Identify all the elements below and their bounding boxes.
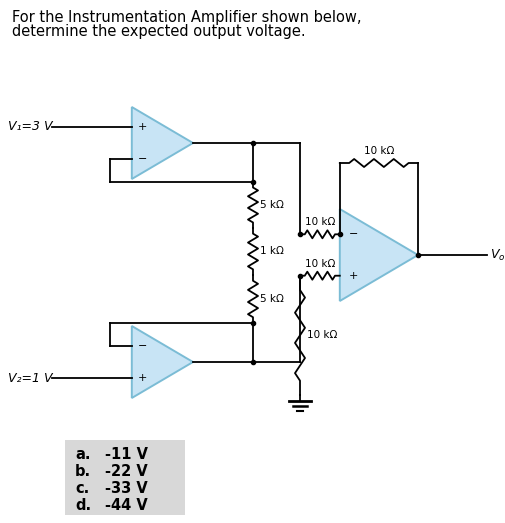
Text: d.: d.: [75, 498, 91, 513]
Text: V₂=1 V: V₂=1 V: [8, 372, 53, 385]
Text: -22 V: -22 V: [105, 464, 148, 479]
Text: +: +: [349, 271, 359, 281]
Text: -11 V: -11 V: [105, 447, 148, 462]
Text: 1 kΩ: 1 kΩ: [260, 246, 284, 256]
Text: 5 kΩ: 5 kΩ: [260, 294, 284, 304]
Text: 5 kΩ: 5 kΩ: [260, 200, 284, 210]
Polygon shape: [132, 326, 193, 398]
Text: −: −: [138, 341, 147, 351]
Text: -44 V: -44 V: [105, 498, 148, 513]
Polygon shape: [132, 107, 193, 179]
Text: 10 kΩ: 10 kΩ: [305, 259, 335, 269]
Text: 10 kΩ: 10 kΩ: [305, 217, 335, 228]
Text: a.: a.: [75, 447, 90, 462]
Text: +: +: [138, 122, 147, 132]
Text: 10 kΩ: 10 kΩ: [364, 146, 394, 156]
Text: For the Instrumentation Amplifier shown below,: For the Instrumentation Amplifier shown …: [12, 10, 362, 25]
Text: +: +: [138, 373, 147, 383]
Text: 10 kΩ: 10 kΩ: [307, 331, 337, 340]
Text: −: −: [138, 154, 147, 164]
Bar: [65, 440, 185, 515]
Text: b.: b.: [75, 464, 91, 479]
Text: determine the expected output voltage.: determine the expected output voltage.: [12, 24, 306, 39]
Text: $V_o$: $V_o$: [490, 247, 505, 263]
Text: −: −: [349, 229, 359, 240]
Text: -33 V: -33 V: [105, 481, 148, 496]
Polygon shape: [340, 209, 418, 301]
Text: c.: c.: [75, 481, 89, 496]
Text: V₁=3 V: V₁=3 V: [8, 120, 53, 133]
